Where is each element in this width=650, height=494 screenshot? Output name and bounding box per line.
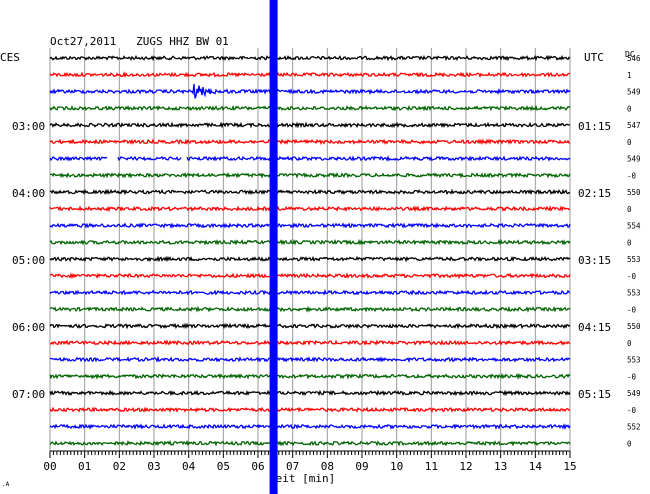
dc-value: -0	[627, 372, 637, 381]
x-tick-label: 15	[563, 460, 576, 473]
left-time-label: 05:00	[12, 254, 45, 267]
dc-value: 546	[627, 54, 641, 63]
x-tick-label: 13	[494, 460, 507, 473]
trace-20	[49, 389, 571, 397]
trace-9	[49, 205, 571, 213]
x-axis: 00 01 02 03 04 05 06 07 08 09 10 11 12 13 14 15	[43, 451, 577, 473]
trace-4	[49, 121, 571, 129]
left-time-label: 04:00	[12, 187, 45, 200]
trace-14	[49, 288, 571, 296]
dc-value: 0	[627, 339, 632, 348]
dc-value: -0	[627, 171, 637, 180]
dc-value: 553	[627, 356, 641, 365]
right-time-labels: 01:15 02:15 03:15 04:15 05:15	[578, 120, 611, 401]
dc-values: 546 1 549 0 547 0 549 -0 550 0 554 0 553 -0 553 -0 550 0 5…	[627, 54, 641, 448]
x-tick-label: 00	[43, 460, 56, 473]
x-tick-label: 11	[425, 460, 438, 473]
dc-value: 553	[627, 255, 641, 264]
dc-value: -0	[627, 406, 637, 415]
trace-15	[49, 305, 571, 313]
x-tick-label: 05	[217, 460, 230, 473]
dc-value: 552	[627, 423, 641, 432]
dc-value: -0	[627, 305, 637, 314]
chart-title: Oct27,2011 ZUGS HHZ BW 01	[50, 35, 229, 48]
trace-3	[49, 104, 571, 112]
left-timezone-label: CES	[0, 51, 20, 64]
x-tick-label: 04	[182, 460, 196, 473]
dc-value: 1	[627, 71, 632, 80]
dc-value: 549	[627, 88, 641, 97]
trace-23	[49, 439, 571, 447]
trace-8	[49, 188, 570, 196]
x-tick-label: 02	[113, 460, 126, 473]
x-tick-label: 01	[78, 460, 91, 473]
trace-5	[49, 138, 571, 146]
trace-0	[49, 54, 571, 62]
trace-11	[49, 238, 571, 246]
dc-value: 0	[627, 138, 632, 147]
dc-value: 549	[627, 155, 641, 164]
right-time-label: 04:15	[578, 321, 611, 334]
x-tick-label: 09	[355, 460, 368, 473]
dc-value: 550	[627, 188, 641, 197]
vertical-blue-marker	[269, 0, 278, 494]
dc-header-label: DC	[625, 50, 635, 59]
trace-7	[49, 171, 571, 179]
corner-mark: .A	[2, 481, 10, 488]
x-axis-label: Zeit [min]	[269, 472, 335, 485]
dc-value: 0	[627, 238, 632, 247]
dc-value: 547	[627, 121, 641, 130]
left-time-label: 03:00	[12, 120, 45, 133]
left-time-label: 07:00	[12, 388, 45, 401]
right-time-label: 03:15	[578, 254, 611, 267]
trace-18	[49, 355, 571, 364]
x-tick-label: 06	[251, 460, 264, 473]
right-time-label: 05:15	[578, 388, 611, 401]
x-tick-label: 12	[459, 460, 472, 473]
trace-10	[49, 222, 571, 230]
right-timezone-label: UTC	[584, 51, 604, 64]
trace-13	[49, 272, 571, 280]
trace-22	[49, 422, 571, 431]
trace-17	[49, 339, 571, 347]
trace-6	[49, 155, 571, 162]
dc-value: -0	[627, 272, 637, 281]
dc-value: 0	[627, 104, 632, 113]
seismic-traces	[49, 54, 571, 447]
dc-value: 0	[627, 205, 632, 214]
trace-16	[49, 322, 571, 330]
dc-value: 553	[627, 289, 641, 298]
trace-12	[49, 255, 571, 263]
right-time-label: 01:15	[578, 120, 611, 133]
trace-21	[49, 406, 571, 414]
trace-2	[49, 83, 571, 99]
trace-1	[49, 71, 571, 79]
dc-value: 554	[627, 222, 641, 231]
left-time-label: 06:00	[12, 321, 45, 334]
x-tick-label: 03	[147, 460, 160, 473]
dc-value: 0	[627, 439, 632, 448]
x-tick-label: 08	[321, 460, 334, 473]
x-tick-label: 10	[390, 460, 403, 473]
x-tick-label: 14	[529, 460, 543, 473]
dc-value: 549	[627, 389, 641, 398]
dc-value: 550	[627, 322, 641, 331]
trace-19	[49, 372, 571, 380]
x-tick-label: 07	[286, 460, 299, 473]
left-time-labels: 03:00 04:00 05:00 06:00 07:00	[12, 120, 45, 401]
right-time-label: 02:15	[578, 187, 611, 200]
